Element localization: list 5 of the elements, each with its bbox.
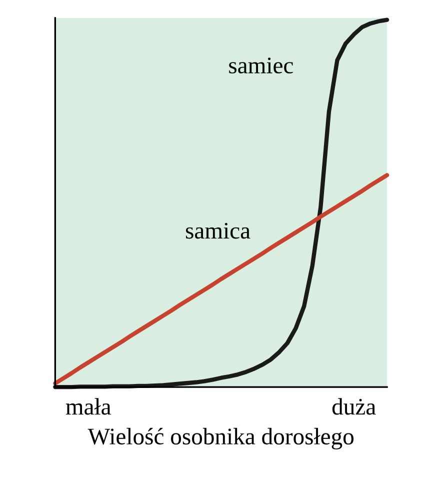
x-axis-title: Wielość osobnika dorosłego <box>88 428 354 450</box>
x-tick-label: duża <box>332 398 376 415</box>
series-label: samica <box>186 222 250 239</box>
series-label: samiec <box>229 58 293 74</box>
x-tick-label: mała <box>66 398 111 415</box>
